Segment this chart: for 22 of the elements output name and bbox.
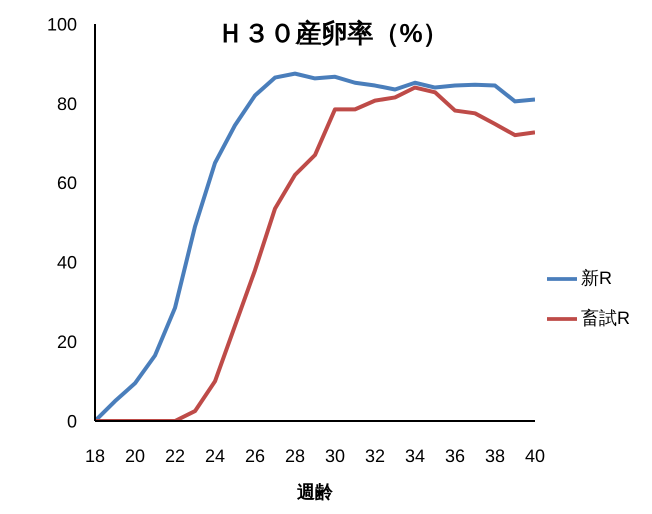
x-tick-label: 30 [324,446,346,466]
x-tick-label: 40 [524,446,546,466]
x-axis-title: 週齢 [296,482,334,502]
chart-title: Ｈ３０産卵率（%） [217,18,449,48]
x-tick-label: 24 [204,446,226,466]
y-tick-label: 100 [46,14,77,34]
x-tick-label: 26 [244,446,266,466]
x-tick-label: 34 [404,446,426,466]
legend-label: 畜試R [581,308,630,328]
y-tick-label: 60 [56,173,77,194]
legend-label: 新R [581,268,612,288]
y-tick-label: 0 [66,411,77,432]
y-tick-label: 80 [56,94,77,114]
y-tick-label: 20 [56,332,77,352]
x-tick-label: 36 [444,446,466,466]
x-tick-label: 28 [284,446,306,466]
y-tick-label: 40 [56,252,77,273]
x-tick-label: 22 [164,446,186,466]
x-tick-label: 20 [124,446,146,466]
x-tick-label: 32 [364,446,386,466]
x-tick-label: 18 [84,446,106,466]
x-tick-label: 38 [484,446,506,466]
